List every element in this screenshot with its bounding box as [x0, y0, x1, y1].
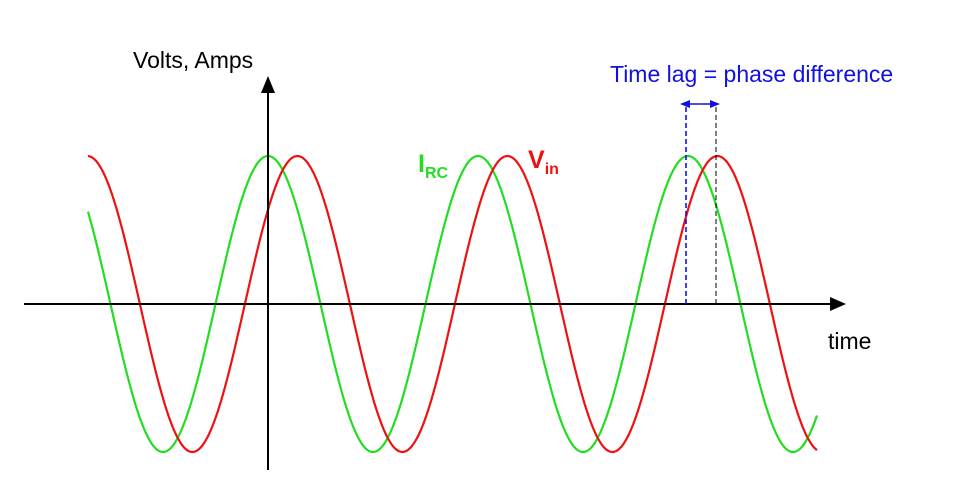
current-label: IRC: [418, 150, 449, 182]
x-axis-arrowhead: [830, 297, 846, 311]
y-axis-arrowhead: [261, 76, 275, 93]
x-axis-label: time: [828, 328, 871, 354]
voltage-waveform: [87, 154, 818, 454]
time-lag-annotation: Time lag = phase difference: [610, 61, 893, 87]
y-axis-label: Volts, Amps: [133, 47, 253, 73]
lag-arrowhead-right: [710, 100, 720, 108]
lag-arrowhead-left: [680, 100, 690, 108]
voltage-label: Vin: [528, 146, 559, 178]
current-waveform: [86, 154, 819, 454]
